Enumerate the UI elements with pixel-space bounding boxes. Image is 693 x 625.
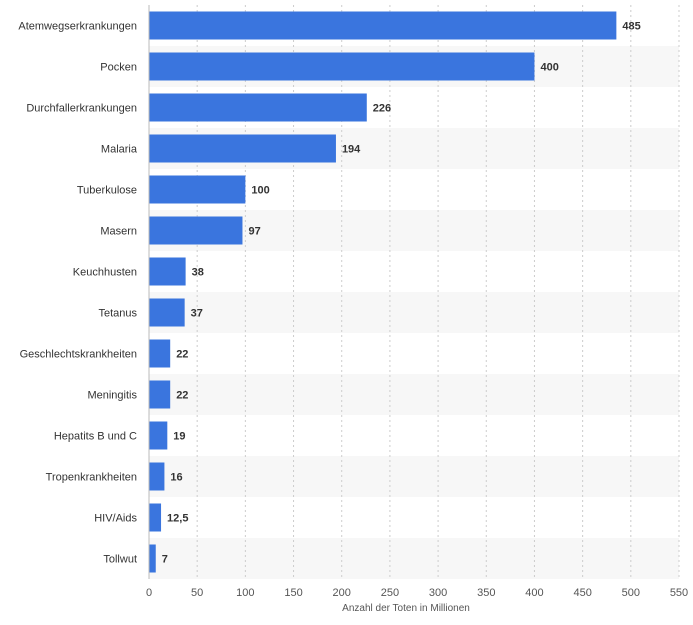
x-axis-title: Anzahl der Toten in Millionen: [342, 603, 470, 614]
value-label: 22: [176, 349, 188, 361]
bar: [149, 380, 171, 409]
category-label: HIV/Aids: [94, 513, 137, 525]
value-label: 16: [170, 472, 182, 484]
bar: [149, 93, 367, 122]
category-label: Geschlechtskrankheiten: [20, 349, 137, 361]
category-label: Hepatits B und C: [54, 431, 137, 443]
bar: [149, 339, 171, 368]
row-background: [149, 292, 679, 333]
bar: [149, 52, 535, 81]
x-tick-label: 300: [429, 587, 447, 599]
category-label: Keuchhusten: [73, 267, 137, 279]
bar: [149, 421, 168, 450]
value-label: 7: [162, 554, 168, 566]
category-label: Tollwut: [103, 554, 137, 566]
x-tick-label: 200: [333, 587, 351, 599]
bar: [149, 544, 156, 573]
x-tick-label: 550: [670, 587, 688, 599]
bar: [149, 134, 336, 163]
bar: [149, 11, 617, 40]
x-tick-label: 500: [622, 587, 640, 599]
x-tick-label: 350: [477, 587, 495, 599]
row-background: [149, 374, 679, 415]
value-label: 100: [251, 185, 269, 197]
value-label: 19: [173, 431, 185, 443]
bar: [149, 216, 243, 245]
x-tick-label: 0: [146, 587, 152, 599]
bar: [149, 175, 246, 204]
value-labels: 485 400 226 194 100 97 38 37 22 22 19 16 12,5 7: [162, 21, 641, 566]
x-tick-label: 100: [236, 587, 254, 599]
x-axis: 0 50 100 150 200 250 300 350 400 450 500 550: [146, 5, 688, 599]
bar: [149, 503, 162, 532]
value-label: 37: [191, 308, 203, 320]
category-label: Tuberkulose: [77, 185, 137, 197]
value-label: 226: [373, 103, 391, 115]
value-label: 38: [192, 267, 204, 279]
category-label: Pocken: [100, 62, 137, 74]
value-label: 400: [540, 62, 558, 74]
value-label: 12,5: [167, 513, 188, 525]
value-label: 485: [622, 21, 640, 33]
x-tick-label: 150: [284, 587, 302, 599]
category-label: Atemwegserkrankungen: [18, 21, 137, 33]
row-background: [149, 456, 679, 497]
category-label: Durchfallerkrankungen: [26, 103, 137, 115]
bar: [149, 298, 185, 327]
value-label: 97: [248, 226, 260, 238]
x-tick-label: 50: [191, 587, 203, 599]
row-background: [149, 538, 679, 579]
category-labels: Atemwegserkrankungen Pocken Durchfallerkra…: [18, 21, 137, 566]
category-label: Tetanus: [98, 308, 137, 320]
category-label: Tropenkrankheiten: [46, 472, 137, 484]
x-tick-label: 400: [525, 587, 543, 599]
x-tick-label: 250: [381, 587, 399, 599]
bars: [149, 11, 617, 573]
x-tick-label: 450: [573, 587, 591, 599]
bar: [149, 462, 165, 491]
category-label: Malaria: [101, 144, 138, 156]
value-label: 194: [342, 144, 361, 156]
value-label: 22: [176, 390, 188, 402]
row-backgrounds: [149, 46, 679, 579]
category-label: Meningitis: [87, 390, 137, 402]
bar: [149, 257, 186, 286]
category-label: Masern: [100, 226, 137, 238]
